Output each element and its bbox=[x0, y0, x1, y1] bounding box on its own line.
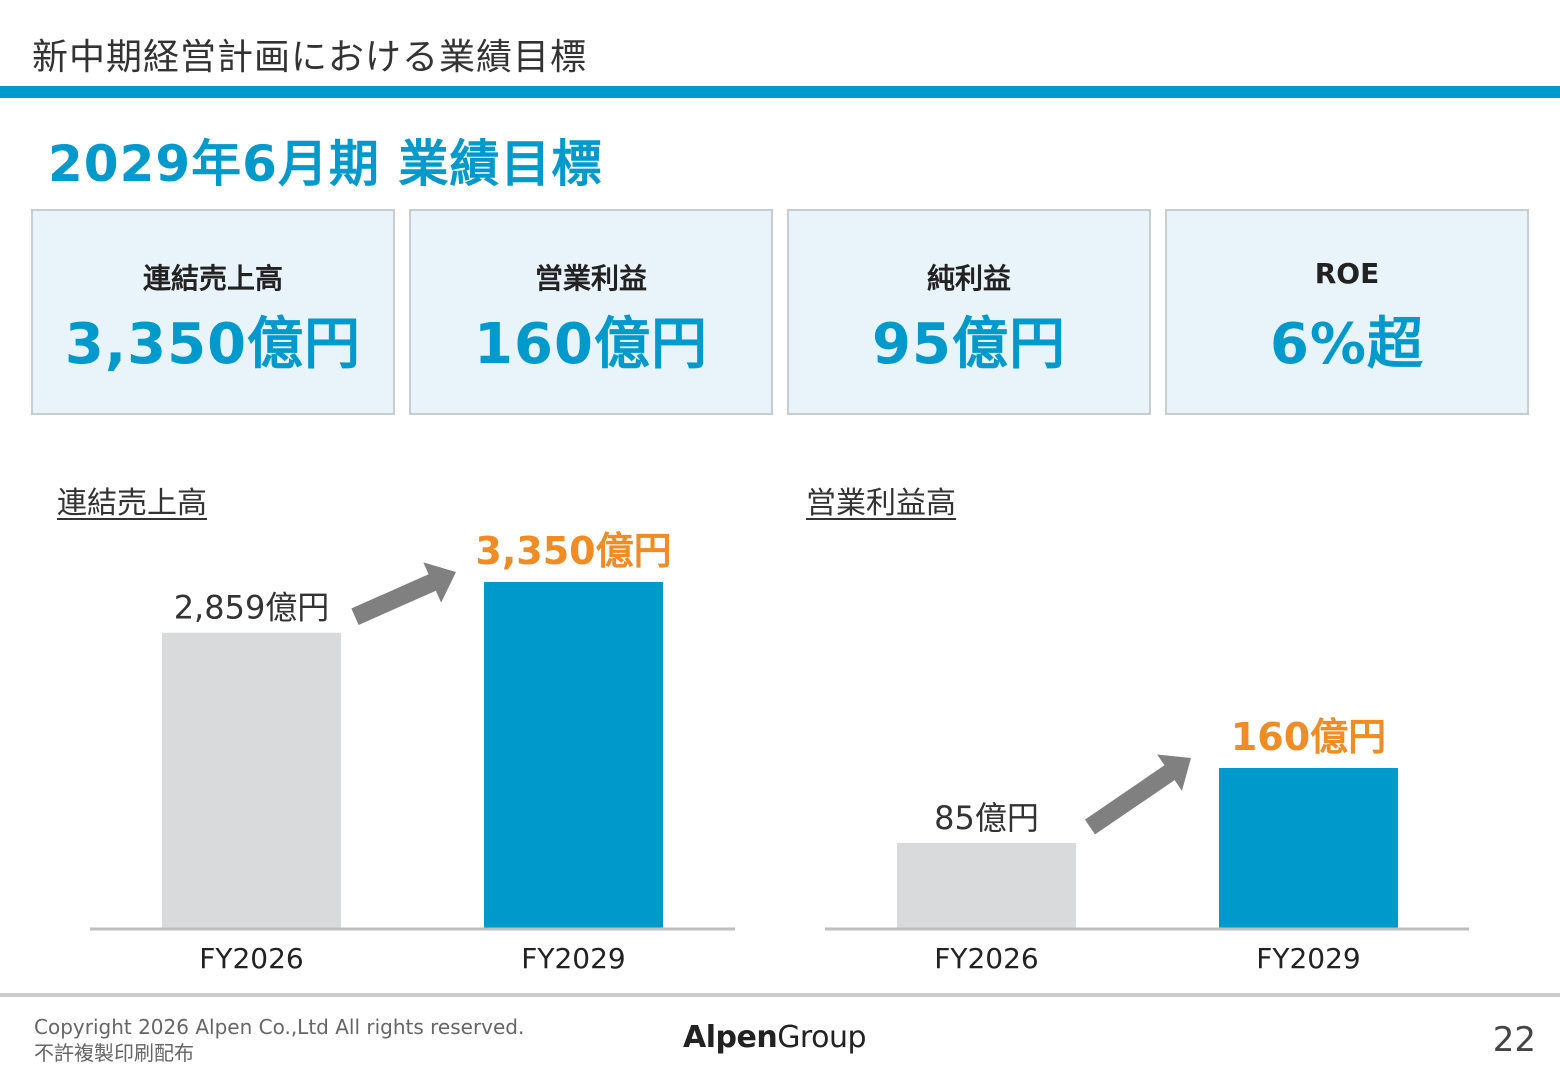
bar bbox=[484, 582, 663, 928]
kpi-value: 3,350億円 bbox=[64, 312, 362, 377]
x-tick-label: FY2029 bbox=[521, 942, 625, 975]
data-label: 3,350億円 bbox=[475, 529, 671, 573]
data-label: 160億円 bbox=[1231, 715, 1386, 759]
bar bbox=[162, 632, 341, 928]
trend-arrow bbox=[351, 562, 457, 625]
data-label: 2,859億円 bbox=[174, 589, 330, 627]
kpi-value: 95億円 bbox=[872, 312, 1066, 377]
x-tick-label: FY2026 bbox=[934, 942, 1038, 975]
data-label: 85億円 bbox=[934, 799, 1039, 837]
page-header-title: 新中期経営計画における業績目標 bbox=[32, 37, 588, 78]
header-divider bbox=[0, 86, 1560, 98]
kpi-value: 160億円 bbox=[474, 312, 708, 377]
kpi-label: 連結売上高 bbox=[142, 262, 283, 295]
kpi-card-roe: ROE 6%超 bbox=[1165, 209, 1529, 415]
chart-title-operating-profit: 営業利益高 bbox=[806, 486, 956, 521]
main-title: 2029年6月期 業績目標 bbox=[48, 135, 603, 193]
logo-group: Group bbox=[777, 1020, 867, 1055]
alpen-group-logo: AlpenGroup bbox=[683, 1020, 867, 1055]
kpi-label: ROE bbox=[1314, 257, 1380, 290]
arrow-shape bbox=[351, 562, 457, 625]
bar bbox=[897, 843, 1076, 928]
page-number: 22 bbox=[1492, 1020, 1536, 1060]
chart-title-sales: 連結売上高 bbox=[57, 486, 207, 521]
kpi-value: 6%超 bbox=[1269, 312, 1425, 377]
kpi-label: 純利益 bbox=[926, 262, 1011, 295]
kpi-card-operating-profit: 営業利益 160億円 bbox=[409, 209, 773, 415]
footer-divider bbox=[0, 993, 1560, 997]
copyright-notice: Copyright 2026 Alpen Co.,Ltd All rights … bbox=[34, 1014, 524, 1066]
kpi-card-sales: 連結売上高 3,350億円 bbox=[31, 209, 395, 415]
copyright-line: Copyright 2026 Alpen Co.,Ltd All rights … bbox=[34, 1015, 525, 1039]
reproduction-notice: 不許複製印刷配布 bbox=[34, 1041, 194, 1065]
bar bbox=[1219, 768, 1398, 928]
x-tick-label: FY2026 bbox=[199, 942, 303, 975]
logo-alpen: Alpen bbox=[683, 1020, 778, 1055]
trend-arrow bbox=[1084, 754, 1191, 835]
kpi-card-net-profit: 純利益 95億円 bbox=[787, 209, 1151, 415]
x-tick-label: FY2029 bbox=[1256, 942, 1360, 975]
kpi-label: 営業利益 bbox=[534, 262, 647, 295]
arrow-shape bbox=[1084, 754, 1191, 835]
